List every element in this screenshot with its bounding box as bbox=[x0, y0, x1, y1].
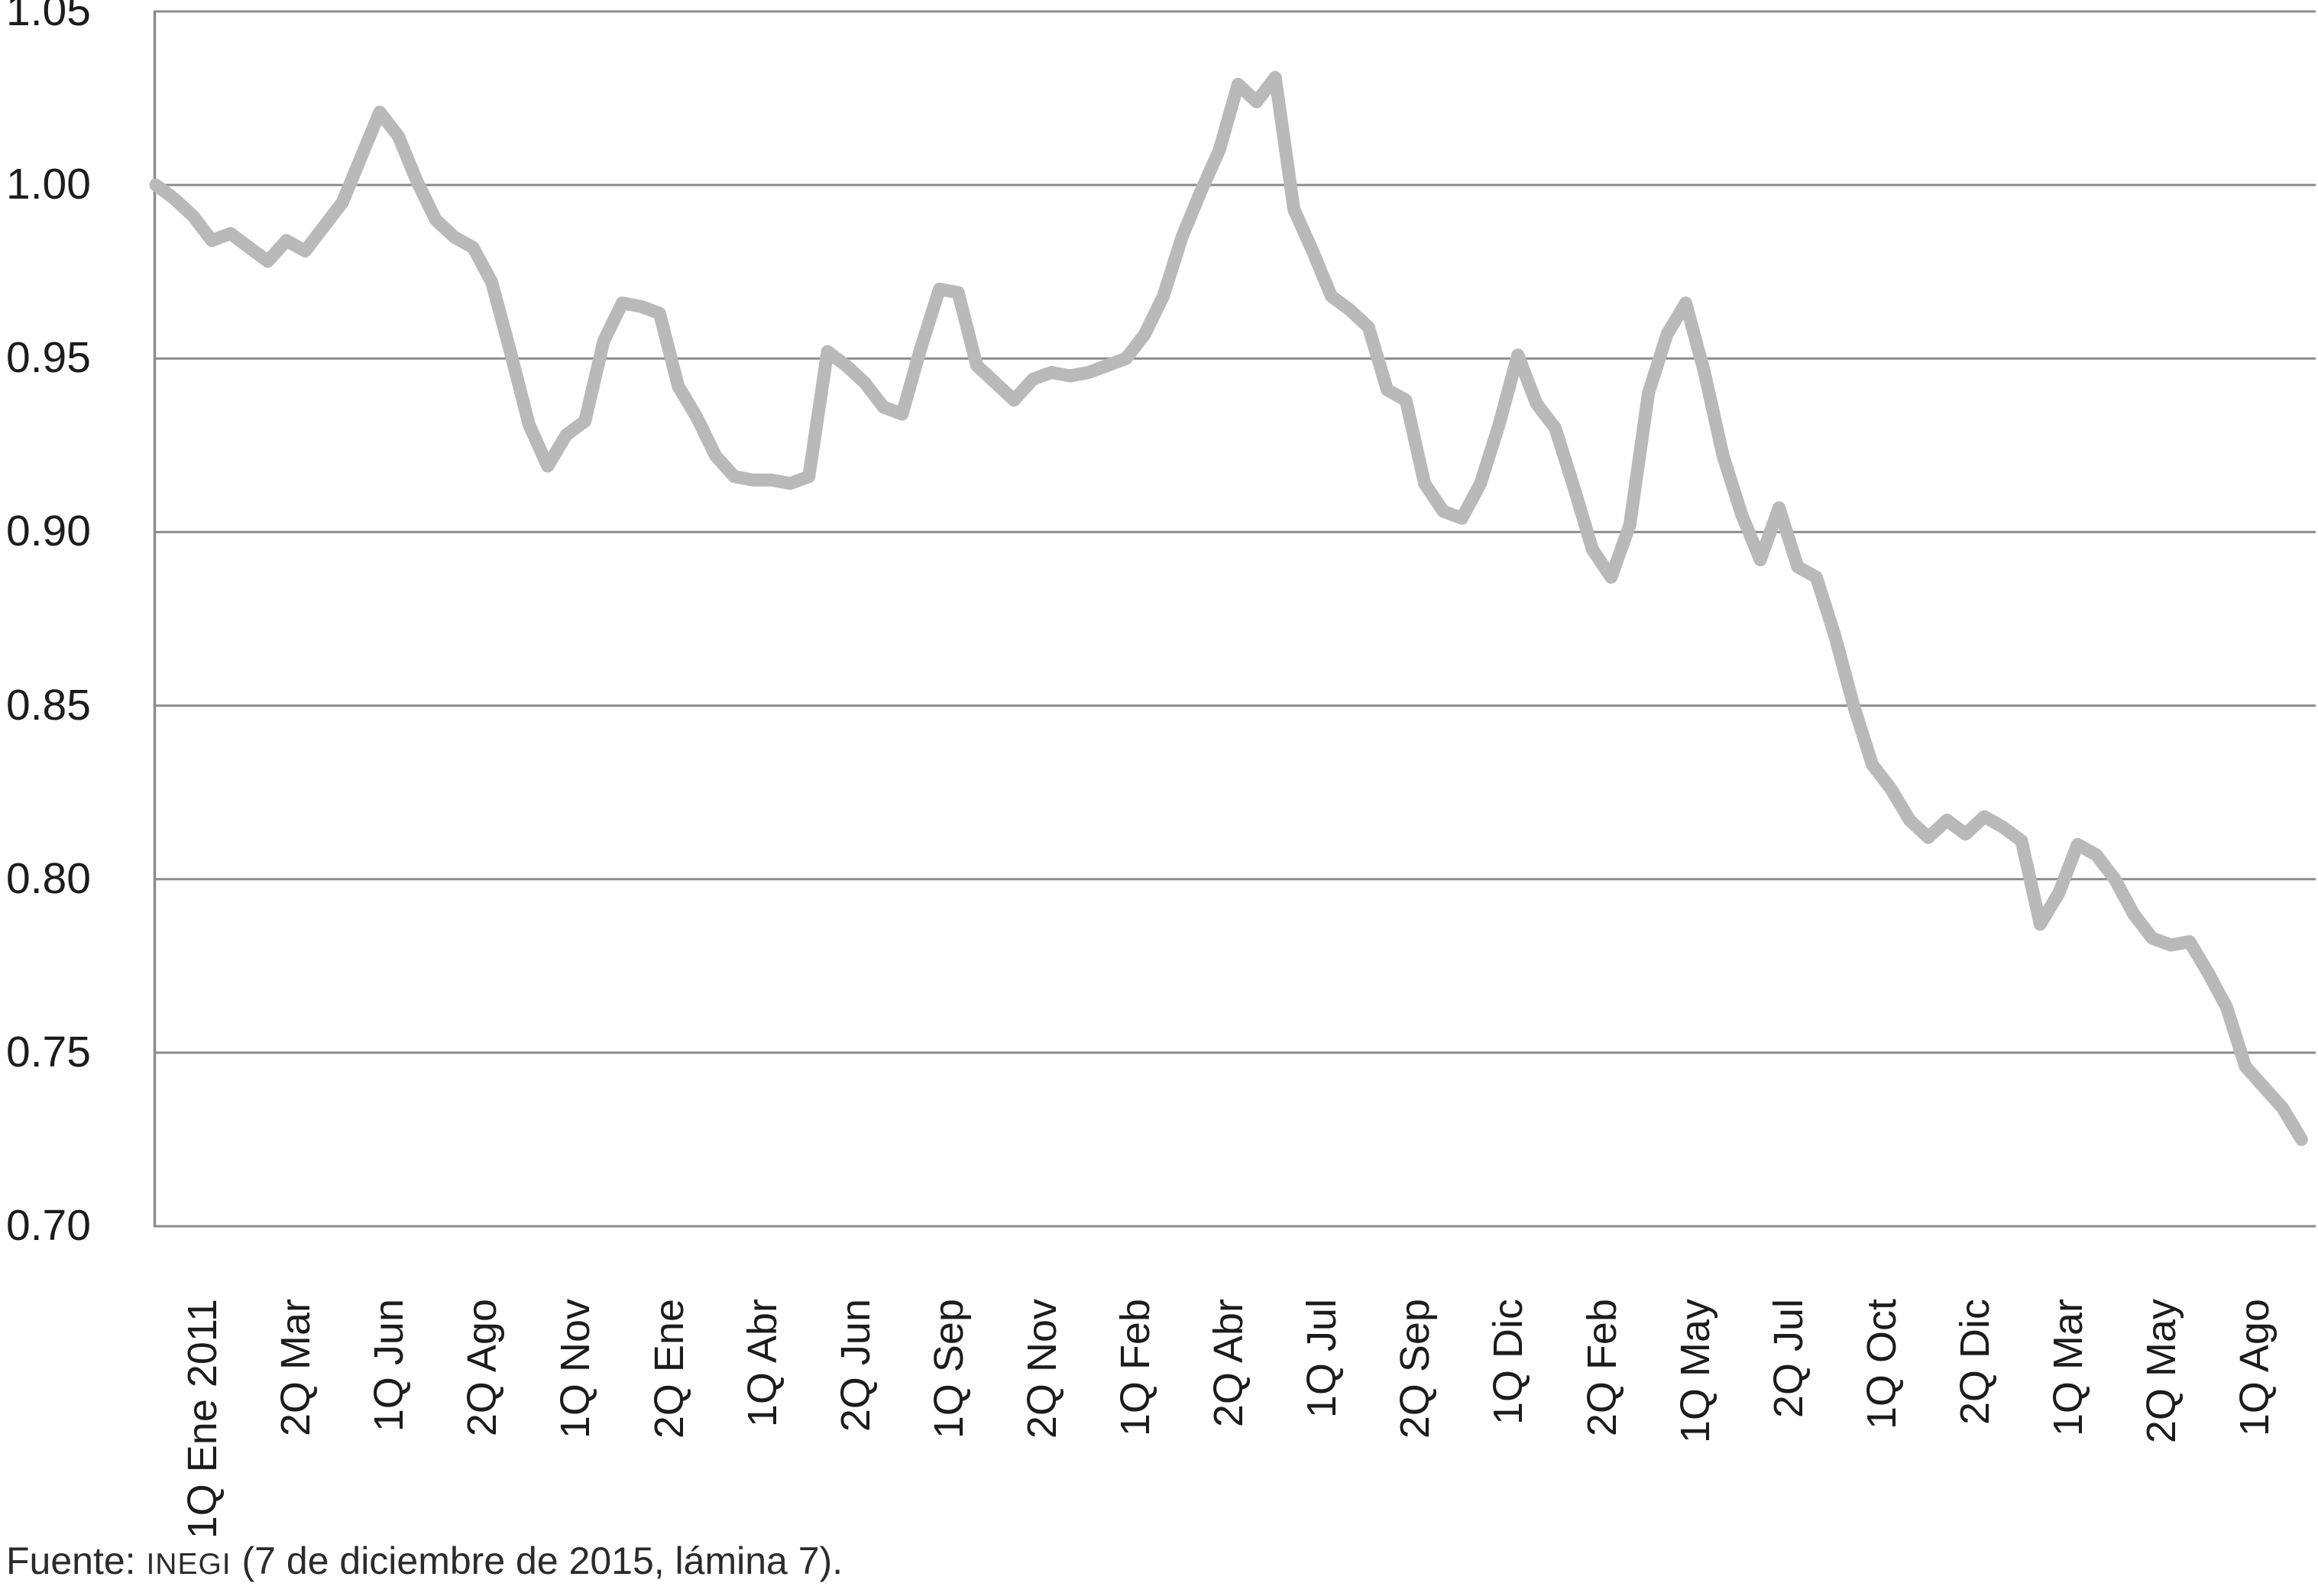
x-axis-tick-label: 2Q Jul bbox=[1765, 1299, 1811, 1419]
y-axis-tick-label: 1.05 bbox=[6, 0, 91, 35]
x-axis-tick-label: 1Q Oct bbox=[1858, 1299, 1905, 1430]
x-axis-tick-label: 1Q Abr bbox=[739, 1299, 785, 1428]
source-prefix: Fuente: bbox=[6, 1539, 147, 1582]
data-line bbox=[149, 70, 2308, 1146]
x-axis-tick-label: 1Q Mar bbox=[2045, 1299, 2092, 1437]
x-axis-tick-label: 1Q Nov bbox=[552, 1299, 599, 1439]
x-axis-tick-label: 2Q Dic bbox=[1951, 1299, 1998, 1426]
x-axis-tick-label: 2Q Mar bbox=[273, 1299, 319, 1437]
x-axis-tick-label: 2Q Ene bbox=[646, 1299, 692, 1439]
x-axis-tick-label: 1Q Feb bbox=[1112, 1299, 1159, 1437]
x-axis-tick-label: 2Q Feb bbox=[1578, 1299, 1625, 1437]
x-axis-tick-label: 1Q Jul bbox=[1299, 1299, 1345, 1419]
x-axis-tick-label: 1Q Jun bbox=[366, 1299, 413, 1433]
x-axis-tick-label: 2Q Jun bbox=[832, 1299, 879, 1433]
x-axis-tick-label: 2Q Nov bbox=[1018, 1299, 1065, 1439]
y-axis-tick-label: 1.00 bbox=[6, 160, 91, 209]
y-axis-tick-label: 0.70 bbox=[6, 1201, 91, 1250]
y-axis-tick-label: 0.95 bbox=[6, 333, 91, 383]
x-axis-tick-label: 2Q Sep bbox=[1392, 1299, 1439, 1439]
x-axis-tick-label: 1Q Sep bbox=[925, 1299, 972, 1439]
source-note: Fuente: INEGI (7 de diciembre de 2015, l… bbox=[6, 1539, 843, 1583]
y-axis-tick-label: 0.75 bbox=[6, 1027, 91, 1076]
x-axis-tick-label: 2Q Ago bbox=[459, 1299, 506, 1437]
x-axis-tick-label: 1Q Ago bbox=[2232, 1299, 2278, 1437]
x-axis-tick-label: 1Q May bbox=[1672, 1299, 1718, 1444]
y-axis-tick-label: 0.85 bbox=[6, 680, 91, 730]
source-suffix: (7 de diciembre de 2015, lámina 7). bbox=[231, 1539, 843, 1582]
x-axis-tick-label: 1Q Ene 2011 bbox=[180, 1299, 226, 1539]
x-axis-tick-label: 2Q May bbox=[2138, 1299, 2185, 1444]
x-axis-tick-label: 2Q Abr bbox=[1206, 1299, 1252, 1428]
y-axis-tick-label: 0.80 bbox=[6, 853, 91, 903]
x-axis-tick-label: 1Q Dic bbox=[1485, 1299, 1532, 1426]
source-org: INEGI bbox=[146, 1548, 231, 1581]
y-axis-tick-label: 0.90 bbox=[6, 507, 91, 556]
